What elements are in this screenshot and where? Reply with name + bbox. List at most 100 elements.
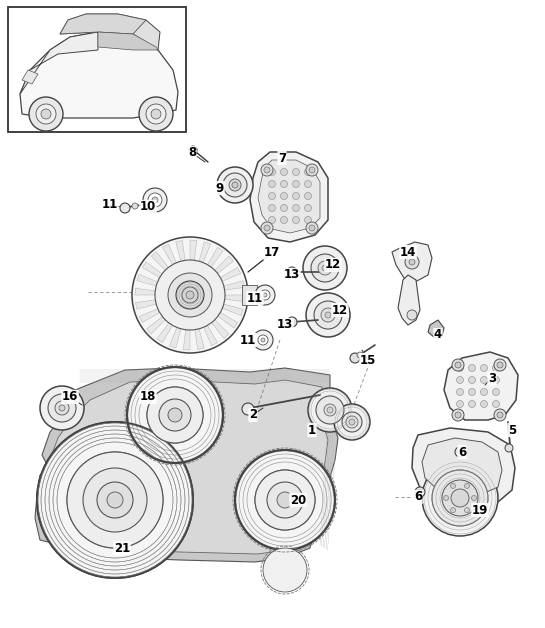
Circle shape [469, 377, 475, 384]
Circle shape [107, 492, 123, 508]
Polygon shape [135, 288, 155, 295]
Circle shape [151, 109, 161, 119]
Text: 13: 13 [277, 318, 293, 332]
Text: 5: 5 [508, 423, 516, 436]
Polygon shape [225, 295, 245, 301]
Text: 4: 4 [434, 328, 442, 342]
Polygon shape [142, 262, 162, 278]
Polygon shape [20, 32, 178, 118]
Circle shape [287, 317, 297, 327]
Circle shape [261, 222, 273, 234]
Circle shape [186, 291, 194, 299]
Circle shape [457, 377, 463, 384]
Circle shape [156, 403, 162, 409]
Circle shape [132, 237, 248, 353]
Text: 17: 17 [264, 247, 280, 259]
Text: 16: 16 [62, 391, 78, 404]
Circle shape [455, 412, 461, 418]
Circle shape [464, 484, 469, 489]
Circle shape [405, 255, 419, 269]
Circle shape [235, 450, 335, 550]
Circle shape [143, 188, 167, 212]
Circle shape [325, 312, 331, 318]
Polygon shape [428, 320, 444, 338]
Polygon shape [215, 256, 233, 273]
Polygon shape [220, 268, 241, 281]
Circle shape [146, 104, 166, 124]
Circle shape [242, 403, 254, 415]
Polygon shape [137, 274, 158, 286]
Circle shape [309, 167, 315, 173]
Polygon shape [412, 428, 515, 505]
Circle shape [232, 182, 238, 188]
Polygon shape [176, 241, 185, 261]
Circle shape [455, 362, 461, 368]
Circle shape [147, 387, 203, 443]
Circle shape [481, 401, 487, 408]
Circle shape [159, 399, 191, 431]
Text: 6: 6 [458, 445, 466, 458]
Circle shape [132, 203, 138, 209]
Circle shape [469, 364, 475, 372]
Circle shape [497, 412, 503, 418]
Circle shape [264, 225, 270, 231]
Circle shape [55, 401, 69, 415]
Circle shape [357, 352, 363, 358]
Circle shape [327, 407, 333, 413]
Circle shape [36, 104, 56, 124]
Circle shape [493, 389, 500, 396]
Circle shape [306, 222, 318, 234]
Circle shape [451, 489, 469, 507]
Circle shape [127, 367, 223, 463]
Polygon shape [147, 317, 165, 334]
Circle shape [346, 416, 358, 428]
Polygon shape [35, 368, 338, 562]
Circle shape [67, 452, 163, 548]
Circle shape [422, 460, 498, 536]
Circle shape [452, 359, 464, 371]
Bar [8, 7, 186, 132]
Text: 11: 11 [240, 333, 256, 347]
Circle shape [458, 450, 462, 454]
Circle shape [265, 487, 271, 493]
Circle shape [469, 389, 475, 396]
Circle shape [97, 482, 133, 518]
Circle shape [481, 377, 487, 384]
Text: 8: 8 [188, 146, 196, 160]
Polygon shape [60, 14, 160, 50]
Circle shape [269, 168, 276, 175]
Polygon shape [169, 327, 181, 348]
Circle shape [306, 164, 318, 176]
Circle shape [263, 293, 267, 297]
Circle shape [305, 168, 312, 175]
Polygon shape [98, 32, 158, 50]
Circle shape [493, 377, 500, 384]
Polygon shape [250, 152, 328, 242]
Polygon shape [444, 352, 518, 420]
Circle shape [305, 193, 312, 200]
Circle shape [305, 205, 312, 212]
Circle shape [277, 492, 293, 508]
Polygon shape [140, 309, 160, 323]
Circle shape [308, 388, 352, 432]
Circle shape [261, 164, 273, 176]
Circle shape [267, 482, 303, 518]
Circle shape [269, 193, 276, 200]
Circle shape [299, 487, 305, 493]
Circle shape [451, 507, 456, 512]
Circle shape [59, 405, 65, 411]
Circle shape [189, 146, 197, 154]
Circle shape [269, 180, 276, 188]
Circle shape [168, 408, 182, 422]
Circle shape [255, 470, 315, 530]
Polygon shape [183, 330, 190, 350]
Circle shape [305, 217, 312, 224]
Circle shape [187, 403, 193, 409]
Circle shape [418, 490, 422, 494]
Circle shape [168, 273, 212, 317]
Polygon shape [60, 14, 146, 34]
Circle shape [322, 265, 328, 271]
Circle shape [309, 225, 315, 231]
Text: 2: 2 [249, 408, 257, 421]
Circle shape [281, 180, 288, 188]
